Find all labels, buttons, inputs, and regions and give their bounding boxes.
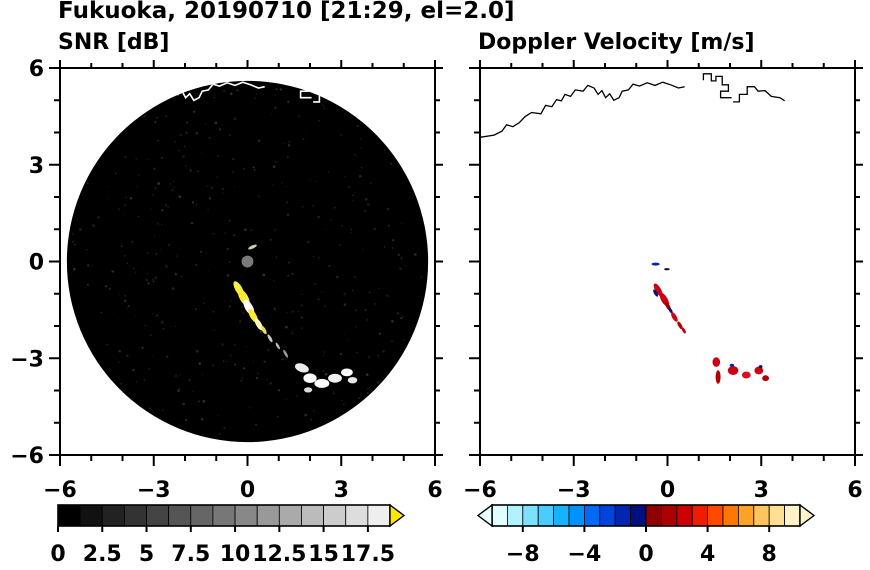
colorbar-tick-label: 15 xyxy=(308,542,339,567)
y-tick-label: −3 xyxy=(10,347,44,372)
x-tick-label: −6 xyxy=(463,478,497,503)
x-tick-label: 3 xyxy=(334,478,349,503)
colorbar-tick-label: 4 xyxy=(700,542,715,567)
velocity-echoes xyxy=(651,262,769,384)
y-tick-label: 6 xyxy=(29,57,44,82)
underflow-arrow-icon xyxy=(476,503,493,528)
x-tick-label: 6 xyxy=(427,478,442,503)
axis-ticks xyxy=(49,60,443,466)
x-tick-label: −6 xyxy=(43,478,77,503)
colorbar-tick-label: 5 xyxy=(139,542,154,567)
snr-panel-title: SNR [dB] xyxy=(58,30,170,55)
snr-colorbar: 0 2.5 5 7.5 10 12.5 15 17.5 xyxy=(50,503,406,567)
snr-echoes xyxy=(233,244,358,393)
snr-panel: −6 −3 0 3 6 6 3 0 −3 −6 xyxy=(10,57,443,503)
x-tick-labels: −6 −3 0 3 6 xyxy=(463,478,863,503)
axis-ticks xyxy=(469,60,863,466)
colorbar-tick-label: −8 xyxy=(506,542,540,567)
x-tick-labels: −6 −3 0 3 6 xyxy=(43,478,443,503)
colorbar-tick-label: 10 xyxy=(220,542,251,567)
velocity-panel-title: Doppler Velocity [m/s] xyxy=(478,30,755,55)
colorbar-tick-label: 7.5 xyxy=(171,542,210,567)
colorbar-tick-label: 0 xyxy=(50,542,65,567)
y-tick-label: 0 xyxy=(29,251,44,276)
colorbar-tick-label: 2.5 xyxy=(83,542,122,567)
y-tick-labels: 6 3 0 −3 −6 xyxy=(10,57,44,469)
colorbar-tick-label: 8 xyxy=(762,542,777,567)
overflow-arrow-icon xyxy=(389,503,406,528)
colorbar-tick-label: 12.5 xyxy=(252,542,306,567)
x-tick-label: 0 xyxy=(660,478,675,503)
velocity-panel: −6 −3 0 3 6 xyxy=(463,60,863,503)
y-tick-label: 3 xyxy=(29,154,44,179)
colorbar-tick-label: 17.5 xyxy=(341,542,395,567)
x-tick-label: −3 xyxy=(137,478,171,503)
x-tick-label: 3 xyxy=(754,478,769,503)
radar-site-dot xyxy=(241,255,254,268)
colorbar-tick-label: −4 xyxy=(568,542,602,567)
x-tick-label: 0 xyxy=(240,478,255,503)
overflow-arrow-icon xyxy=(799,503,816,528)
x-tick-label: 6 xyxy=(847,478,862,503)
coastline xyxy=(479,73,786,138)
velocity-colorbar: −8 −4 0 4 8 xyxy=(476,503,816,567)
y-tick-label: −6 xyxy=(10,444,44,469)
colorbar-tick-label: 0 xyxy=(638,542,653,567)
figure-title: Fukuoka, 20190710 [21:29, el=2.0] xyxy=(58,0,515,24)
noise-speckles xyxy=(71,85,423,435)
x-tick-label: −3 xyxy=(557,478,591,503)
